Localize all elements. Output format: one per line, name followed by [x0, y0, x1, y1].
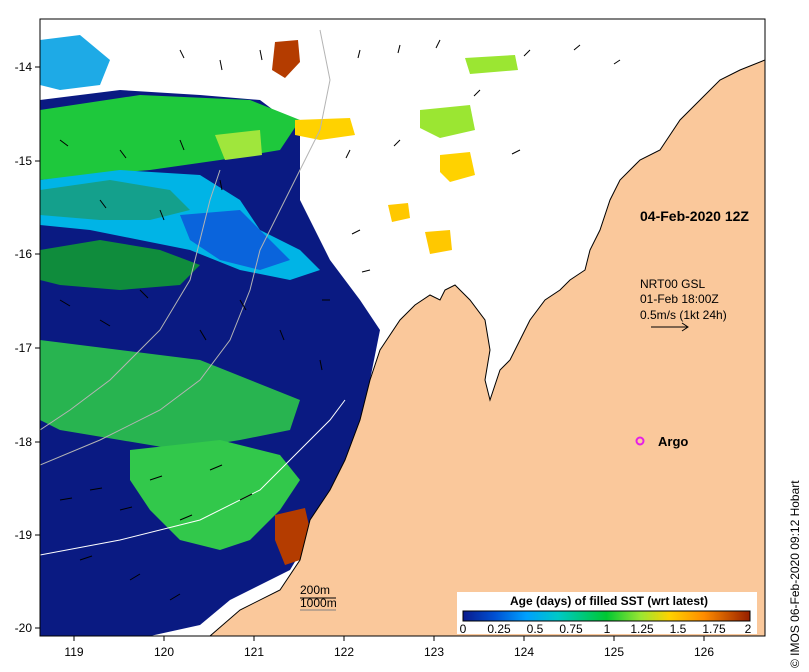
lat-axis — [35, 66, 40, 629]
lon-tick-label: 122 — [334, 645, 354, 659]
lat-tick-label: -19 — [15, 528, 33, 542]
lat-tick-label: -16 — [15, 247, 33, 261]
current-vectors — [59, 39, 621, 601]
isobath-1000m-line-2 — [40, 169, 221, 431]
lon-axis — [73, 636, 705, 641]
land-mass — [210, 19, 765, 636]
sst-yellow-1 — [295, 118, 355, 140]
colorbar-tick-label: 2 — [745, 622, 752, 636]
colorbar-tick-label: 0.75 — [559, 622, 583, 636]
colorbar-ramp — [462, 610, 751, 622]
map-plot-area — [40, 19, 765, 636]
lat-tick-label: -14 — [15, 60, 33, 74]
argo-label: Argo — [658, 434, 688, 449]
lon-tick-label: 119 — [64, 645, 83, 659]
lon-tick-label: 125 — [604, 645, 624, 659]
colorbar-tick-label: 1.25 — [630, 622, 654, 636]
sst-green-band-4 — [40, 240, 200, 290]
colorbar-tick-label: 0.5 — [527, 622, 544, 636]
colorbar-tick-label: 1.75 — [702, 622, 726, 636]
sst-cyan-north — [40, 35, 110, 90]
sst-teal-patch — [40, 180, 190, 220]
sst-yellow-4 — [388, 203, 410, 222]
colorbar-tick-label: 0.25 — [487, 622, 511, 636]
lon-tick-label: 123 — [424, 645, 444, 659]
copyright-label: © IMOS 06-Feb-2020 09:12 Hobart — [788, 480, 802, 668]
sst-yellow-3 — [425, 230, 452, 254]
colorbar-tick-label: 1.5 — [670, 622, 687, 636]
coastline — [209, 59, 765, 636]
plot-frame — [39, 18, 766, 637]
sst-orange-north — [272, 40, 300, 78]
lon-tick-label: 120 — [154, 645, 174, 659]
colorbar-tick-label: 1 — [604, 622, 611, 636]
argo-float-marker — [635, 436, 645, 446]
lat-tick-label: -18 — [15, 435, 33, 449]
date-label: 04-Feb-2020 12Z — [640, 208, 749, 224]
current-source-line1: NRT00 GSL — [640, 277, 705, 291]
lat-tick-label: -15 — [15, 154, 33, 168]
sst-green-band-2 — [40, 340, 300, 450]
lon-tick-label: 126 — [694, 645, 714, 659]
lat-tick-label: -20 — [15, 621, 33, 635]
isobath-200m-label: 200m — [300, 583, 330, 597]
sst-blue-patch — [180, 210, 290, 270]
sst-green-band-3 — [130, 440, 300, 550]
sst-green-band — [40, 95, 300, 180]
isobath-200m-line — [40, 399, 346, 556]
colorbar-ticks: 0 0.25 0.5 0.75 1 1.25 1.5 1.75 2 — [460, 622, 752, 636]
colorbar-tick-label: 0 — [460, 622, 467, 636]
current-source-line2: 01-Feb 18:00Z — [640, 292, 719, 306]
colorbar-title: Age (days) of filled SST (wrt latest) — [510, 594, 708, 608]
current-scale-arrow — [651, 322, 689, 332]
lon-tick-label: 121 — [244, 645, 264, 659]
isobath-1000m-line — [40, 29, 331, 466]
isobath-1000m-label: 1000m — [300, 596, 337, 610]
sst-yellow-2 — [440, 152, 475, 182]
lon-tick-label: 124 — [514, 645, 534, 659]
sst-yellowgreen-2 — [465, 55, 518, 74]
sst-yellowgreen-1 — [420, 105, 475, 138]
current-scale-label: 0.5m/s (1kt 24h) — [640, 308, 727, 322]
sst-orange-south — [275, 508, 310, 565]
lat-tick-label: -17 — [15, 341, 33, 355]
sst-yellowgreen-3 — [215, 130, 262, 160]
